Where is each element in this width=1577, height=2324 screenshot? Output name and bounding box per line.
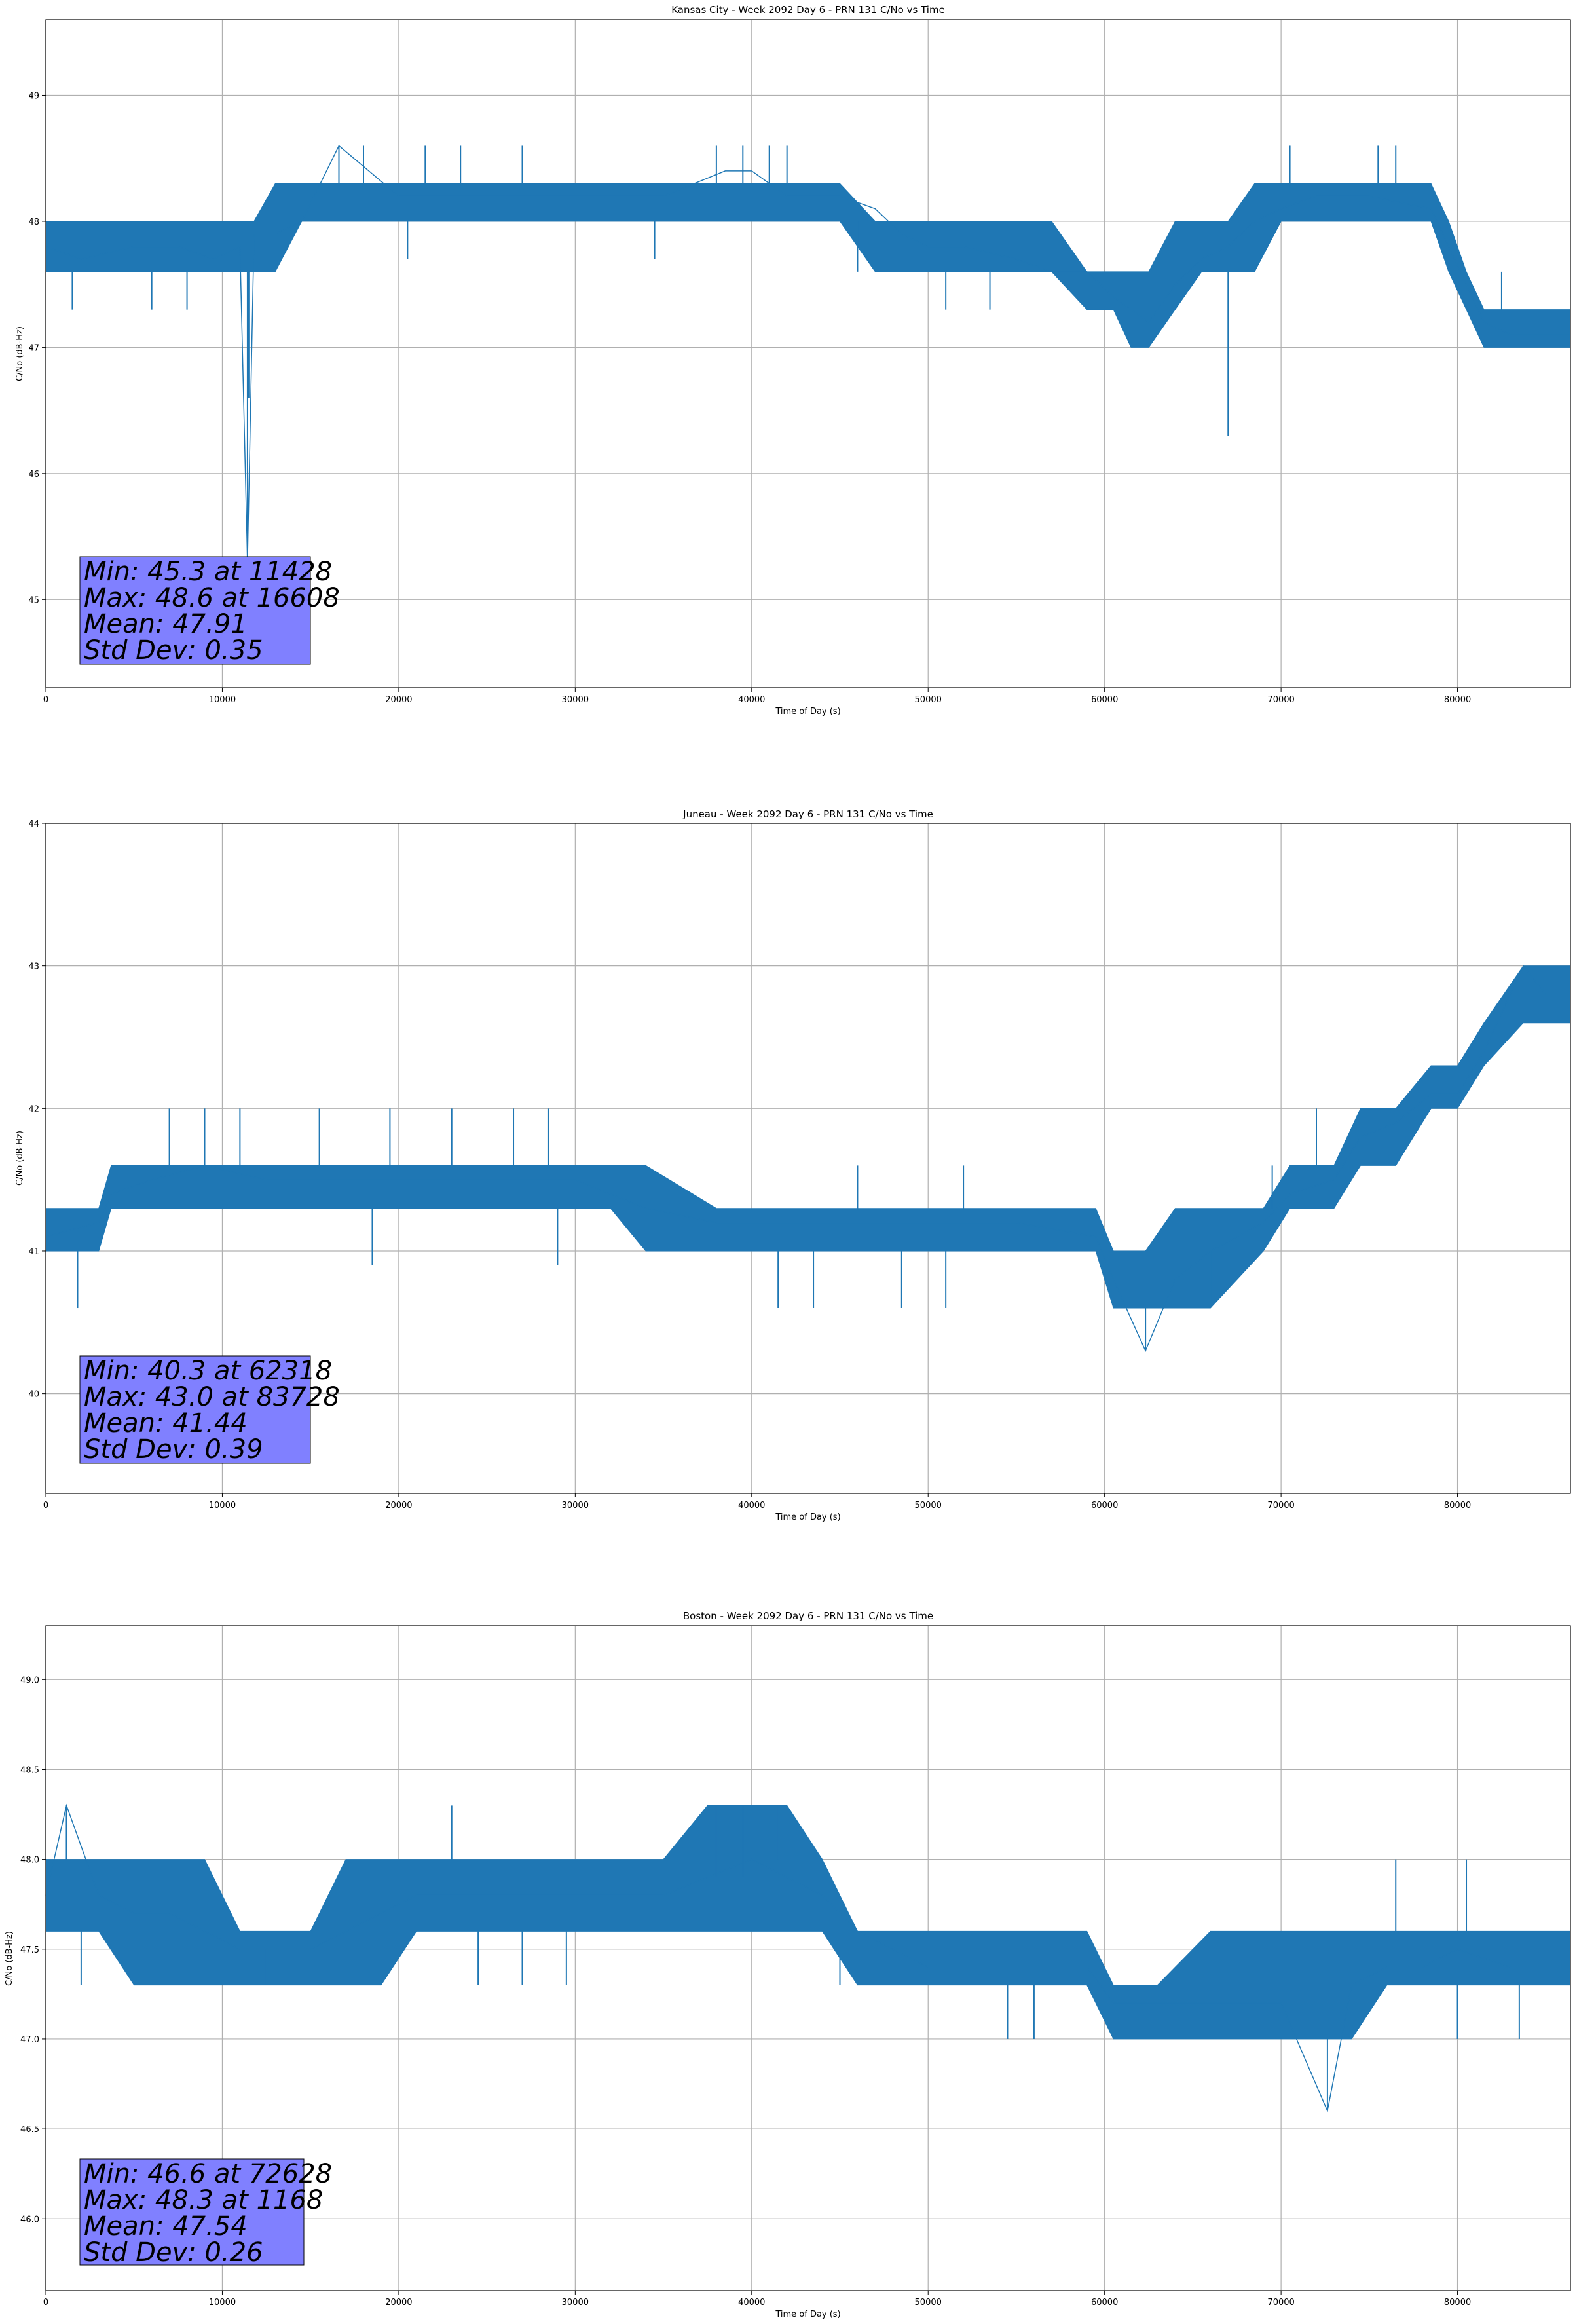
series-line	[45, 965, 1570, 1353]
x-axis-label: Time of Day (s)	[775, 707, 840, 717]
y-tick-label: 46.0	[20, 2215, 39, 2224]
x-tick-label: 40000	[738, 2298, 765, 2308]
y-tick-label: 42	[28, 1104, 39, 1114]
chart-title: Boston - Week 2092 Day 6 - PRN 131 C/No …	[683, 1610, 933, 1622]
y-tick-label: 49.0	[20, 1676, 39, 1685]
x-tick-label: 40000	[738, 1501, 765, 1510]
x-tick-label: 60000	[1091, 695, 1118, 705]
x-tick-label: 30000	[562, 695, 589, 705]
stats-max: Max: 43.0 at 83728	[84, 1382, 340, 1412]
plot-area: 0 10000 20000 30000 40000 50000 60000 70000 8000…	[28, 819, 1571, 1510]
chart-panel-boston: Boston - Week 2092 Day 6 - PRN 131 C/No …	[5, 1610, 1571, 2319]
stats-min: Min: 45.3 at 11428	[84, 557, 332, 587]
axes-frame	[45, 1625, 1571, 2291]
y-axis-label: C/No (dB-Hz)	[15, 326, 25, 381]
stats-annotation: Min: 45.3 at 11428 Max: 48.6 at 16608 Me…	[79, 556, 340, 665]
chart-panel-kansas-city: Kansas City - Week 2092 Day 6 - PRN 131 …	[15, 4, 1571, 717]
series-line	[45, 145, 1570, 562]
y-tick-label: 43	[28, 962, 39, 972]
x-axis-label: Time of Day (s)	[775, 2310, 840, 2319]
y-tick-label: 48	[28, 217, 39, 227]
plot-area: 0 10000 20000 30000 40000 50000 60000 70000 8000…	[28, 19, 1571, 705]
x-tick-label: 50000	[915, 2298, 942, 2308]
x-tick-label: 50000	[915, 695, 942, 705]
x-tick-label: 60000	[1091, 2298, 1118, 2308]
stats-std-dev: Std Dev: 0.35	[84, 635, 263, 665]
y-tick-label: 41	[28, 1247, 39, 1257]
y-axis-label: C/No (dB-Hz)	[5, 1931, 14, 1986]
y-tick-label: 47.5	[20, 1945, 39, 1955]
x-tick-label: 10000	[209, 695, 236, 705]
x-tick-label: 20000	[385, 695, 412, 705]
chart-title: Kansas City - Week 2092 Day 6 - PRN 131 …	[671, 4, 945, 16]
stats-annotation: Min: 40.3 at 62318 Max: 43.0 at 83728 Me…	[79, 1355, 340, 1465]
y-tick-label: 48.5	[20, 1765, 39, 1775]
stats-box	[79, 1355, 311, 1464]
chart-panel-juneau: Juneau - Week 2092 Day 6 - PRN 131 C/No …	[15, 808, 1571, 1522]
series-line	[45, 1803, 1570, 2113]
y-axis-label: C/No (dB-Hz)	[15, 1131, 25, 1186]
x-tick-label: 80000	[1444, 1501, 1471, 1510]
x-tick-label: 70000	[1267, 1501, 1294, 1510]
x-tick-label: 80000	[1444, 695, 1471, 705]
x-tick-label: 20000	[385, 1501, 412, 1510]
x-tick-label: 10000	[209, 2298, 236, 2308]
stats-annotation: Min: 46.6 at 72628 Max: 48.3 at 1168 Mea…	[79, 2158, 332, 2268]
y-tick-label: 40	[28, 1390, 39, 1400]
x-tick-label: 10000	[209, 1501, 236, 1510]
axes-frame	[45, 19, 1571, 688]
y-tick-label: 49	[28, 91, 39, 101]
y-tick-label: 44	[28, 819, 39, 829]
x-tick-label: 20000	[385, 2298, 412, 2308]
axes-frame	[45, 823, 1571, 1494]
y-tick-label: 47	[28, 343, 39, 353]
plot-area: 0 10000 20000 30000 40000 50000 60000 70000 8000…	[20, 1625, 1571, 2308]
x-tick-label: 70000	[1267, 695, 1294, 705]
x-tick-label: 60000	[1091, 1501, 1118, 1510]
stats-mean: Mean: 47.91	[84, 609, 248, 639]
chart-title: Juneau - Week 2092 Day 6 - PRN 131 C/No …	[682, 808, 933, 820]
x-tick-label: 30000	[562, 1501, 589, 1510]
x-tick-label: 30000	[562, 2298, 589, 2308]
x-tick-label: 0	[43, 695, 48, 705]
x-tick-label: 70000	[1267, 2298, 1294, 2308]
stats-max: Max: 48.6 at 16608	[84, 583, 340, 613]
y-tick-label: 48.0	[20, 1856, 39, 1865]
x-tick-label: 0	[43, 1501, 48, 1510]
stats-box	[79, 556, 311, 665]
stats-min: Min: 46.6 at 72628	[84, 2159, 332, 2189]
y-tick-label: 45	[28, 595, 39, 605]
y-tick-label: 46	[28, 470, 39, 479]
stats-std-dev: Std Dev: 0.26	[84, 2238, 263, 2268]
x-tick-label: 0	[43, 2298, 48, 2308]
x-tick-label: 40000	[738, 695, 765, 705]
x-axis-label: Time of Day (s)	[775, 1512, 840, 1522]
y-tick-label: 46.5	[20, 2125, 39, 2135]
x-tick-label: 80000	[1444, 2298, 1471, 2308]
y-tick-label: 47.0	[20, 2035, 39, 2045]
stats-min: Min: 40.3 at 62318	[84, 1356, 332, 1386]
stats-mean: Mean: 41.44	[84, 1408, 248, 1438]
stats-std-dev: Std Dev: 0.39	[84, 1434, 263, 1465]
stats-mean: Mean: 47.54	[84, 2211, 248, 2241]
stats-box	[79, 2158, 305, 2266]
stats-max: Max: 48.3 at 1168	[84, 2185, 323, 2215]
x-tick-label: 50000	[915, 1501, 942, 1510]
